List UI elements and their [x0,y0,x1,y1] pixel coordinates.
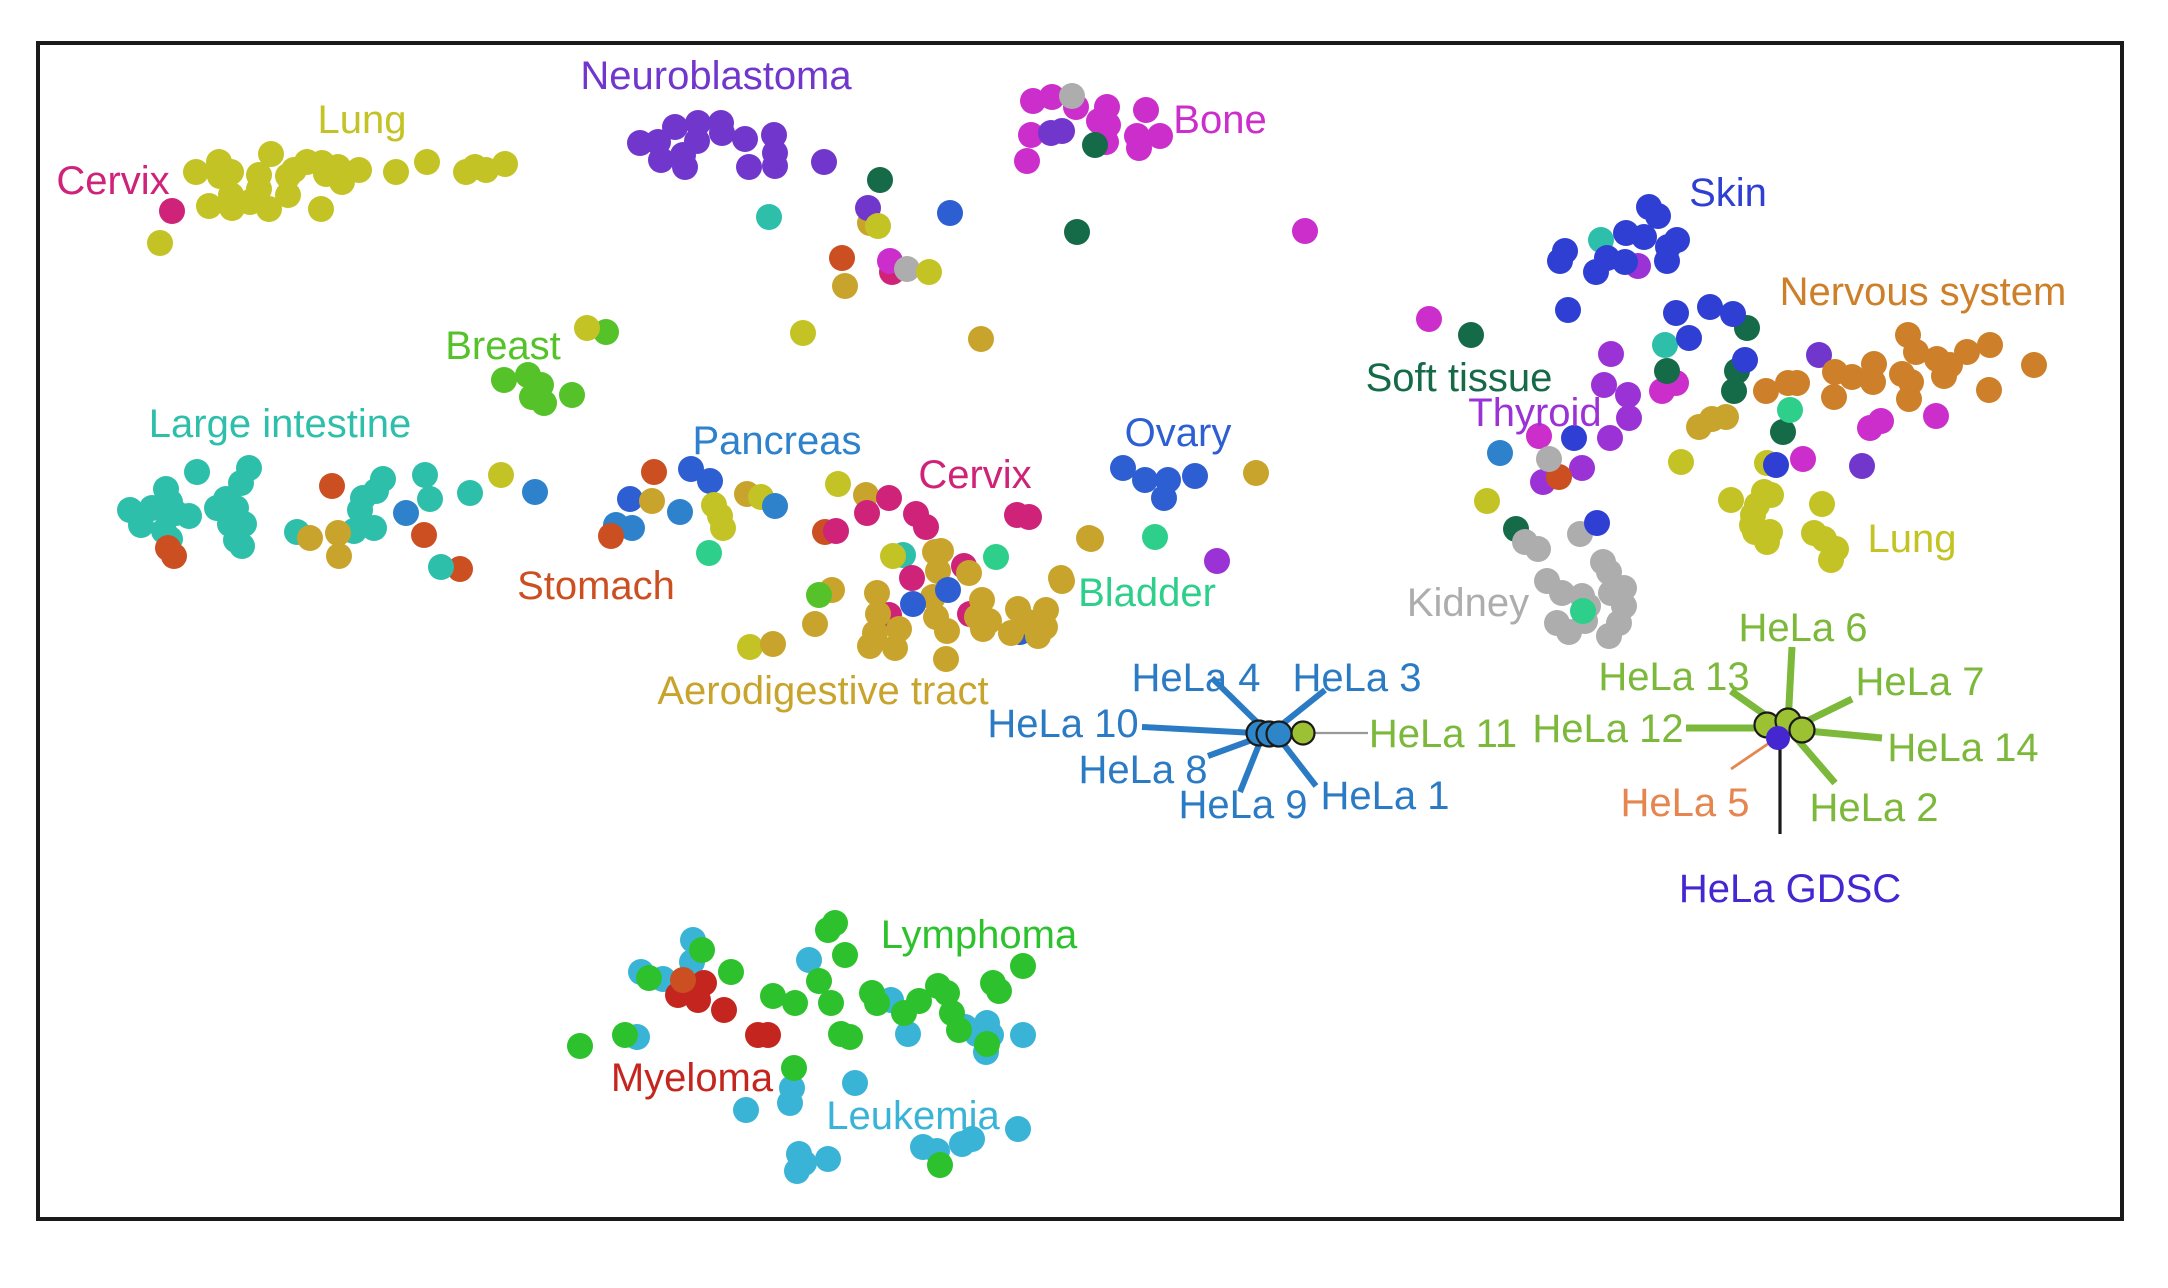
svg-text:HeLa 2: HeLa 2 [1810,786,1939,830]
svg-text:HeLa 11: HeLa 11 [1369,712,1517,756]
svg-text:Soft tissue: Soft tissue [1366,356,1553,400]
svg-text:Pancreas: Pancreas [693,419,862,463]
svg-text:HeLa 6: HeLa 6 [1739,606,1868,650]
svg-text:Nervous system: Nervous system [1780,270,2067,314]
svg-text:HeLa 10: HeLa 10 [987,702,1138,746]
svg-text:HeLa 9: HeLa 9 [1179,783,1308,827]
svg-text:Breast: Breast [445,324,561,368]
svg-text:Bone: Bone [1173,98,1266,142]
svg-text:Lymphoma: Lymphoma [881,913,1078,957]
svg-text:HeLa 12: HeLa 12 [1532,707,1683,751]
svg-text:Myeloma: Myeloma [611,1056,774,1100]
svg-text:Lung: Lung [1868,517,1957,561]
svg-text:HeLa 5: HeLa 5 [1621,781,1750,825]
svg-text:HeLa 8: HeLa 8 [1079,748,1208,792]
svg-text:Stomach: Stomach [517,564,675,608]
svg-text:HeLa 3: HeLa 3 [1293,656,1422,700]
svg-text:Lung: Lung [318,98,407,142]
svg-text:Thyroid: Thyroid [1468,391,1601,435]
svg-text:Neuroblastoma: Neuroblastoma [580,54,852,98]
svg-text:HeLa 14: HeLa 14 [1887,726,2038,770]
svg-text:Aerodigestive tract: Aerodigestive tract [657,669,988,713]
svg-text:HeLa 7: HeLa 7 [1856,660,1985,704]
svg-text:Skin: Skin [1689,171,1767,215]
svg-text:HeLa 1: HeLa 1 [1321,774,1450,818]
svg-text:HeLa 4: HeLa 4 [1132,656,1261,700]
svg-text:HeLa 13: HeLa 13 [1598,655,1749,699]
svg-text:Bladder: Bladder [1078,571,1216,615]
svg-text:Cervix: Cervix [918,453,1031,497]
svg-text:Cervix: Cervix [56,159,169,203]
svg-text:Kidney: Kidney [1407,581,1529,625]
svg-text:Ovary: Ovary [1125,411,1232,455]
svg-text:Large intestine: Large intestine [149,402,411,446]
svg-text:Leukemia: Leukemia [826,1094,1000,1138]
svg-text:HeLa GDSC: HeLa GDSC [1679,867,1901,911]
